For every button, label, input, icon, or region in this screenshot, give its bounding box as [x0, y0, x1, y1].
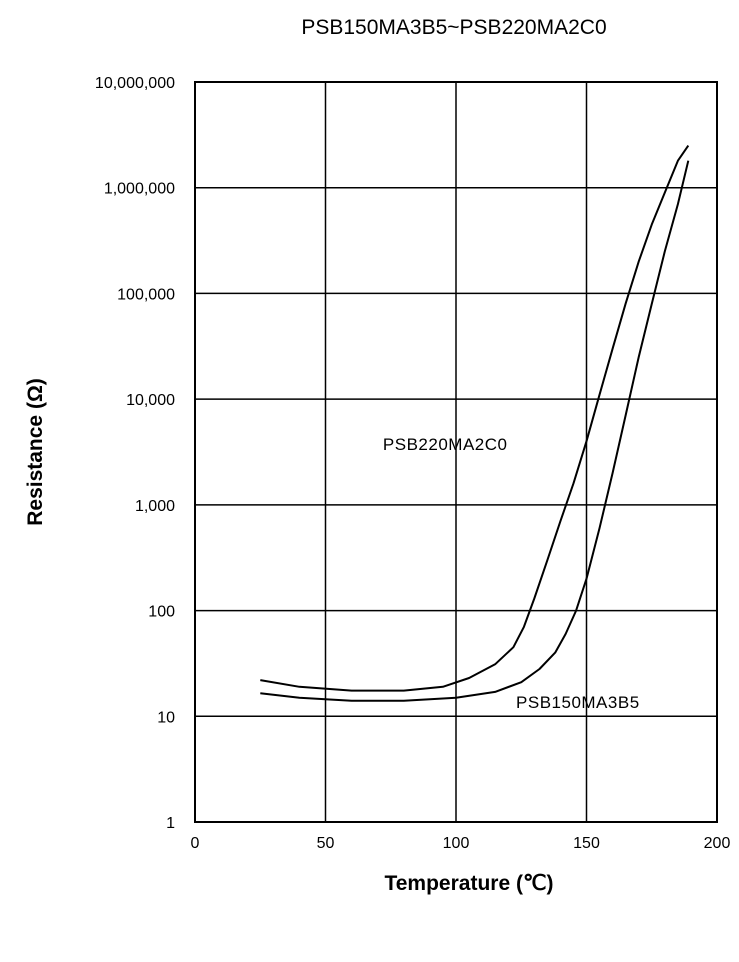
x-axis-label: Temperature (℃)	[384, 872, 553, 895]
series-labels: PSB220MA2C0 PSB150MA3B5	[383, 435, 640, 712]
y-tick-label: 10,000,000	[95, 75, 175, 92]
series-line-psb220ma2c0	[260, 145, 690, 692]
x-tick-label: 200	[704, 835, 731, 852]
tick-labels: 0 50 100 150 200 1 10 100 1,000 10,000 100,000 1,00…	[95, 75, 731, 852]
plot-frame	[194, 81, 718, 823]
y-tick-label: 10,000	[126, 392, 175, 409]
x-tick-label: 150	[573, 835, 600, 852]
x-tick-label: 50	[317, 835, 335, 852]
x-tick-label: 0	[191, 835, 200, 852]
series-label-psb220ma2c0: PSB220MA2C0	[383, 435, 508, 454]
y-tick-label: 1,000,000	[104, 181, 175, 198]
y-tick-label: 100	[148, 604, 175, 621]
series-label-psb150ma3b5: PSB150MA3B5	[516, 693, 640, 712]
y-tick-label: 10	[157, 709, 175, 726]
grid	[195, 82, 717, 822]
y-tick-label: 1	[166, 815, 175, 832]
series-layer	[260, 145, 690, 702]
y-axis-label: Resistance (Ω)	[24, 378, 47, 526]
x-tick-label: 100	[443, 835, 470, 852]
chart-title: PSB150MA3B5~PSB220MA2C0	[301, 16, 606, 39]
y-tick-label: 1,000	[135, 498, 175, 515]
series-line-psb150ma3b5	[260, 160, 690, 702]
y-tick-label: 100,000	[117, 286, 175, 303]
